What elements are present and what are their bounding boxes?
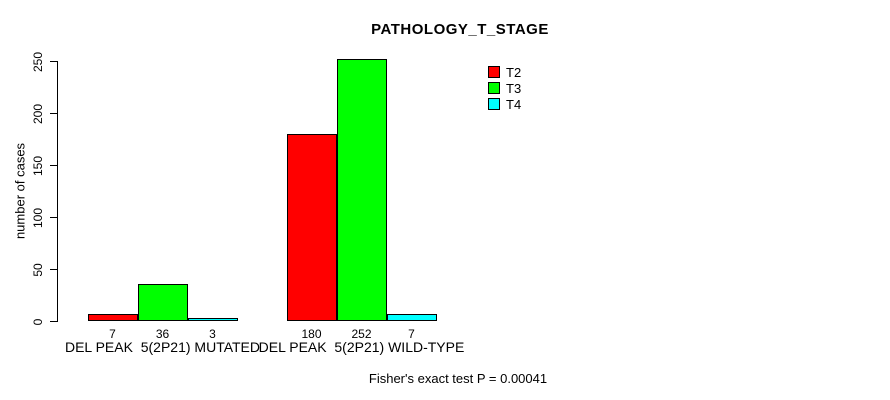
y-axis-tick-label: 50	[31, 262, 45, 277]
y-axis-tick	[50, 321, 57, 322]
legend: T2 T3 T4	[488, 64, 521, 112]
legend-swatch	[488, 82, 500, 94]
legend-row: T2	[488, 64, 521, 80]
y-axis-tick	[50, 61, 57, 62]
bar	[87, 314, 138, 321]
category-label: DEL PEAK 5(2P21) MUTATED	[64, 339, 260, 355]
y-axis-tick-label: 100	[31, 207, 45, 228]
bar-value-label: 252	[351, 327, 372, 341]
bar	[137, 284, 188, 321]
legend-label: T3	[506, 80, 522, 96]
y-axis-tick	[50, 165, 57, 166]
y-axis-tick-label: 200	[31, 103, 45, 124]
y-axis-tick	[50, 269, 57, 270]
y-axis-tick-label: 250	[31, 51, 45, 72]
chart-title: PATHOLOGY_T_STAGE	[371, 21, 549, 38]
bar	[386, 314, 437, 321]
bar-value-label: 7	[109, 327, 116, 341]
legend-label: T2	[506, 64, 522, 80]
bar-value-label: 180	[301, 327, 322, 341]
legend-label: T4	[506, 96, 522, 112]
bar	[187, 318, 238, 321]
y-axis-line	[57, 61, 58, 322]
legend-row: T4	[488, 96, 521, 112]
y-axis-tick-label: 150	[31, 155, 45, 176]
y-axis-tick-label: 0	[31, 318, 45, 325]
y-axis-tick	[50, 113, 57, 114]
y-axis-label: number of cases	[12, 142, 28, 240]
category-label: DEL PEAK 5(2P21) WILD-TYPE	[258, 339, 465, 355]
bar-value-label: 3	[209, 327, 216, 341]
stats-annotation: Fisher's exact test P = 0.00041	[368, 371, 548, 386]
legend-row: T3	[488, 80, 521, 96]
legend-swatch	[488, 66, 500, 78]
y-axis-tick	[50, 217, 57, 218]
legend-swatch	[488, 98, 500, 110]
bar	[336, 59, 387, 321]
bar-value-label: 7	[408, 327, 415, 341]
bar-value-label: 36	[155, 327, 170, 341]
bar	[286, 134, 337, 321]
